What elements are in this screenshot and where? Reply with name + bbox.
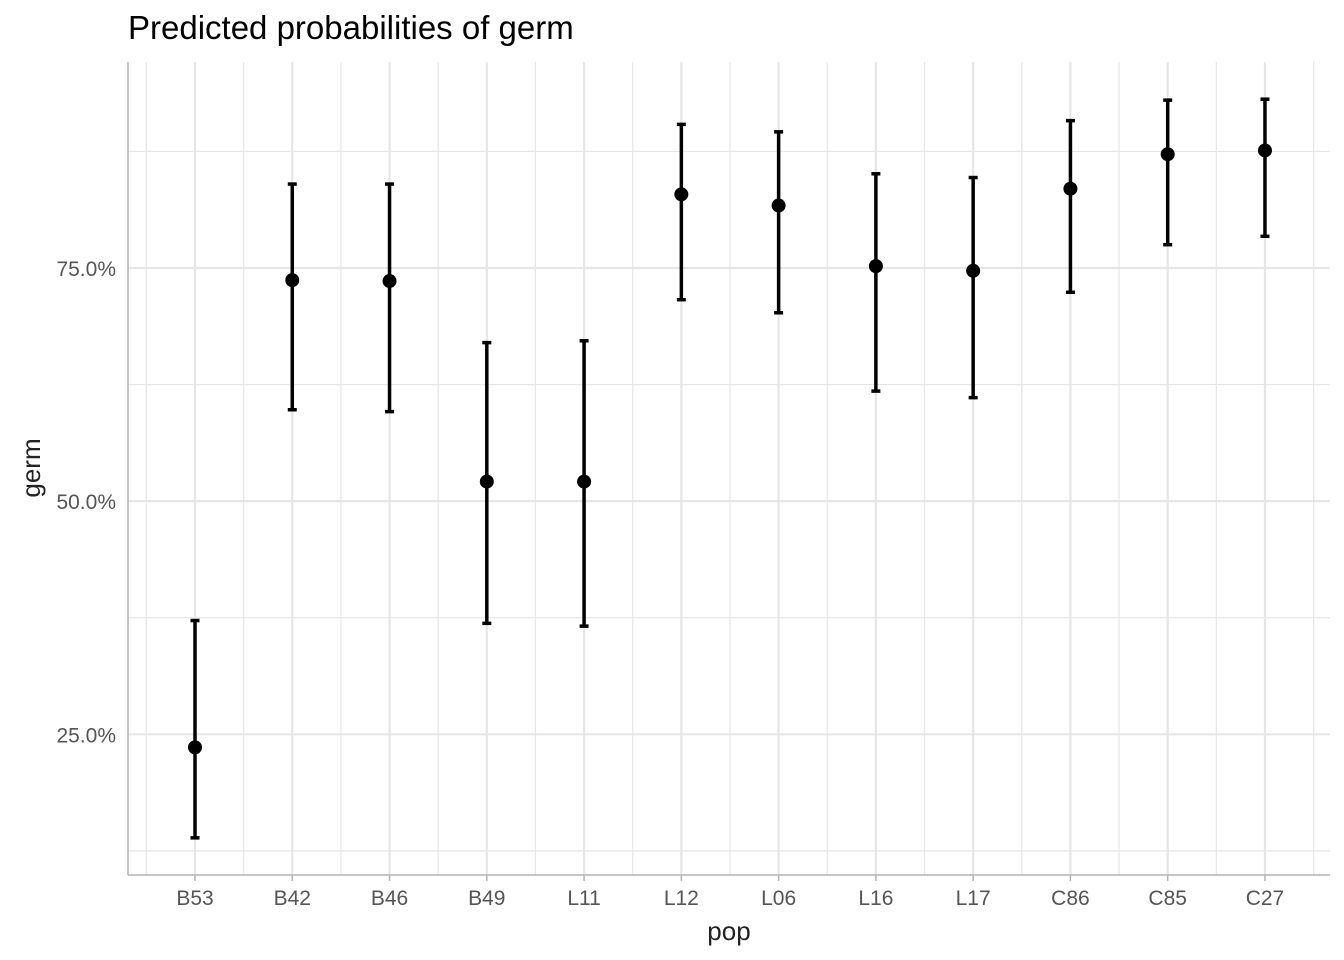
x-tick-label: B53 — [176, 887, 213, 910]
data-point — [1160, 147, 1175, 162]
data-point — [674, 187, 689, 202]
x-tick-label: C27 — [1246, 887, 1285, 910]
x-tick-labels: B53 B42 B46 B49 L11 L12 L06 L16 L17 C86 C85 C27 — [176, 887, 1284, 910]
y-tick-label: 50.0% — [56, 491, 116, 514]
data-point — [868, 259, 883, 274]
error-bars — [190, 97, 1270, 840]
data-point — [771, 198, 786, 213]
x-tick-label: B42 — [274, 887, 311, 910]
data-point — [1257, 143, 1272, 158]
x-axis-title: pop — [707, 916, 750, 946]
x-tick-label: L16 — [858, 887, 893, 910]
data-point — [479, 474, 494, 489]
x-tick-label: C85 — [1148, 887, 1187, 910]
x-tick-label: L06 — [761, 887, 796, 910]
data-point — [1063, 181, 1078, 196]
data-point — [966, 263, 981, 278]
y-tick-label: 75.0% — [56, 258, 116, 281]
data-point — [577, 474, 592, 489]
data-point — [382, 274, 397, 289]
y-axis-title: germ — [16, 438, 46, 497]
data-point — [285, 273, 300, 288]
data-point — [188, 740, 202, 755]
chart-title: Predicted probabilities of germ — [128, 9, 574, 46]
grid — [128, 62, 1330, 875]
x-tick-label: B46 — [371, 887, 408, 910]
x-tick-label: B49 — [468, 887, 505, 910]
points — [188, 143, 1272, 755]
x-tick-label: L12 — [664, 887, 699, 910]
axes — [127, 62, 1330, 881]
y-tick-labels: 25.0% 50.0% 75.0% — [56, 258, 116, 747]
y-tick-label: 25.0% — [56, 724, 116, 747]
x-tick-label: L11 — [567, 887, 600, 910]
x-tick-label: L17 — [956, 887, 991, 910]
x-tick-label: C86 — [1051, 887, 1090, 910]
